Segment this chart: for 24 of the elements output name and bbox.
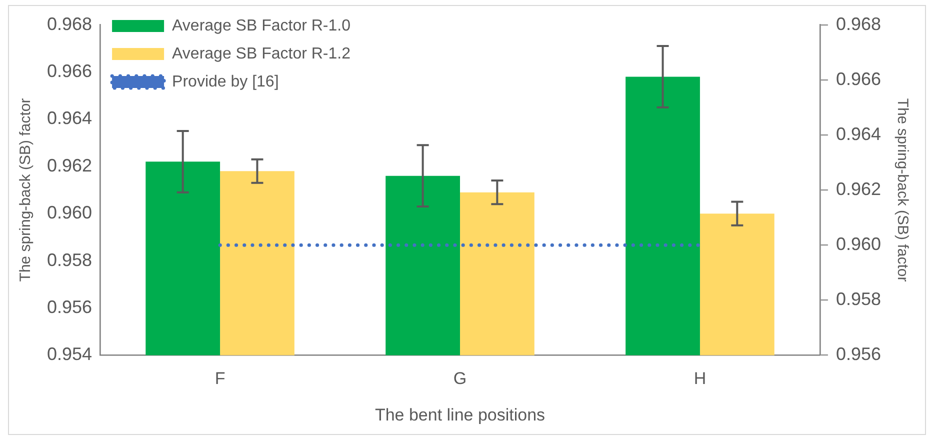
legend-label: Average SB Factor R-1.2 [172, 45, 351, 62]
y-tick-label: 0.954 [46, 344, 92, 364]
y2-tick-label: 0.962 [836, 178, 882, 199]
x-tick-label: F [214, 369, 226, 388]
y2-tick-label: 0.960 [836, 234, 882, 254]
y2-axis-title: The spring-back (SB) factor [894, 98, 911, 282]
y-tick-label: 0.960 [46, 202, 92, 223]
y-tick-label: 0.968 [46, 14, 92, 34]
x-axis-title: The bent line positions [374, 405, 546, 424]
y2-tick-label: 0.958 [836, 289, 882, 310]
y-tick-label: 0.956 [46, 296, 92, 317]
y2-tick-label: 0.956 [836, 344, 882, 364]
y2-tick-label: 0.968 [836, 14, 882, 34]
y2-tick-label: 0.964 [836, 124, 882, 144]
x-tick-label: H [694, 369, 706, 388]
y-tick-label: 0.958 [46, 250, 92, 270]
x-tick-label: G [453, 369, 467, 388]
legend-label: Average SB Factor R-1.0 [172, 17, 351, 34]
y-tick-label: 0.964 [46, 108, 92, 128]
y-tick-label: 0.962 [46, 155, 92, 176]
legend-label: Provide by [16] [172, 73, 279, 90]
y2-tick-label: 0.966 [836, 68, 882, 89]
y-tick-label: 0.966 [46, 60, 92, 81]
y-axis-title: The spring-back (SB) factor [17, 98, 34, 282]
